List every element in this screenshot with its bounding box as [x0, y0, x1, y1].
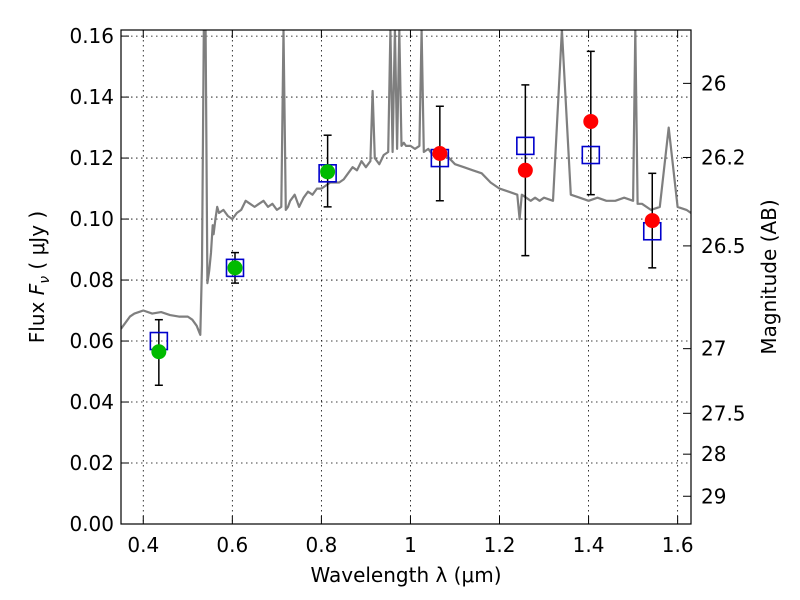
y-axis-title-symbol: F — [25, 283, 49, 295]
y-axis-title-subscript: ν — [37, 276, 53, 284]
axis-ticks: 0.4 0.6 0.8 1 1.2 1.4 1.6 0.00 0.02 0.04 0.06 0.08 0… — [69, 24, 745, 557]
y-tick-label: 0.12 — [69, 146, 114, 170]
y-tick-label: 0.02 — [69, 451, 114, 475]
x-tick-label: 0.8 — [305, 533, 337, 557]
y-tick-label: 0.08 — [69, 268, 114, 292]
model-spectrum — [121, 30, 691, 336]
observed-circle-marker — [644, 213, 660, 229]
y-axis-title-text: Flux — [25, 295, 49, 343]
grid — [121, 30, 691, 524]
model-square-marker — [581, 145, 601, 165]
photometry-markers — [149, 50, 662, 387]
y-tick-label: 0.06 — [69, 329, 114, 353]
right-tick-label: 26 — [701, 71, 726, 95]
x-tick-label: 1.6 — [662, 533, 694, 557]
x-tick-label: 0.6 — [216, 533, 248, 557]
right-tick-label: 26.5 — [701, 234, 746, 258]
right-tick-label: 28 — [701, 442, 726, 466]
model-square-marker — [516, 136, 535, 156]
spectrum-line — [121, 30, 691, 336]
x-tick-label: 1.4 — [573, 533, 605, 557]
plot-background — [121, 30, 691, 524]
right-axis-title: Magnitude (AB) — [757, 199, 781, 354]
y-tick-label: 0.00 — [69, 512, 114, 536]
y-tick-label: 0.14 — [69, 85, 114, 109]
x-tick-label: 1.2 — [484, 533, 516, 557]
observed-circle-marker — [320, 164, 336, 180]
x-tick-label: 1 — [404, 533, 417, 557]
svg-text:Flux Fν ( μJy ): Flux Fν ( μJy ) — [25, 211, 53, 343]
observed-circle-marker — [432, 146, 448, 161]
y-tick-label: 0.04 — [69, 390, 114, 414]
y-tick-label: 0.10 — [69, 207, 114, 231]
plot-frame — [120, 29, 692, 525]
y-axis-title: Flux Fν ( μJy ) — [25, 211, 53, 343]
y-axis-title-unit: ( μJy ) — [25, 211, 49, 276]
right-tick-label: 29 — [701, 484, 726, 508]
observed-circle-marker — [517, 162, 533, 178]
right-tick-label: 27 — [701, 337, 726, 361]
right-tick-label: 26.2 — [701, 145, 746, 169]
observed-circle-marker — [227, 260, 243, 276]
model-square-marker — [225, 258, 245, 278]
observed-circle-marker — [583, 113, 599, 129]
x-axis-title: Wavelength λ (μm) — [310, 563, 501, 587]
observed-circle-marker — [151, 344, 167, 360]
right-tick-label: 27.5 — [701, 401, 746, 425]
y-tick-label: 0.16 — [69, 24, 114, 48]
x-tick-label: 0.4 — [127, 533, 159, 557]
